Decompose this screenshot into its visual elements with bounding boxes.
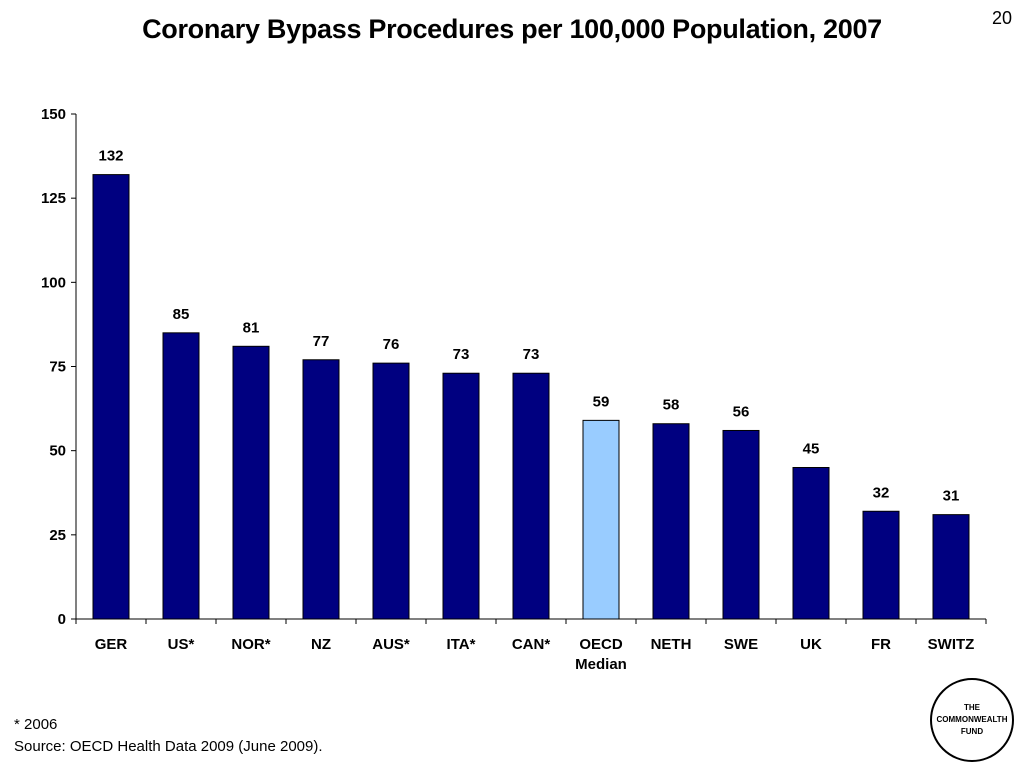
bar-chart: 0 25 50 75 100 125 150 132 GER 85 US* 81 NOR* 77 NZ 76 A… (41, 106, 987, 673)
data-label: 77 (313, 333, 330, 350)
data-label: 85 (173, 306, 190, 323)
bar (92, 174, 130, 620)
bar (932, 514, 970, 620)
category-label: ITA* (447, 636, 476, 653)
bar (372, 362, 410, 620)
category-label: US* (168, 636, 195, 653)
y-tick-label: 50 (49, 443, 66, 460)
y-tick-label: 100 (41, 274, 66, 291)
category-label: NZ (311, 636, 331, 653)
y-tick-label: 75 (49, 359, 66, 376)
bar (862, 510, 900, 620)
logo-line: THE (964, 703, 980, 712)
bar (792, 467, 830, 620)
bar (302, 359, 340, 620)
commonwealth-fund-logo: THE COMMONWEALTH FUND (930, 678, 1014, 762)
y-tick-label: 125 (41, 190, 66, 207)
bar (652, 423, 690, 620)
category-label: CAN* (512, 636, 550, 653)
data-label: 81 (243, 319, 260, 336)
data-label: 32 (873, 484, 890, 501)
data-label: 59 (593, 393, 610, 410)
data-label: 73 (523, 346, 540, 363)
bar (232, 345, 270, 620)
bar (162, 332, 200, 620)
category-label: OECD Median (575, 636, 627, 673)
logo-line: COMMONWEALTH (936, 715, 1008, 724)
data-label: 31 (943, 488, 960, 505)
bar (722, 429, 760, 620)
bar (442, 372, 480, 620)
category-label: AUS* (372, 636, 410, 653)
data-label: 56 (733, 403, 750, 420)
data-label: 45 (803, 441, 820, 458)
data-label: 132 (98, 148, 123, 165)
logo-line: FUND (960, 727, 984, 736)
y-tick-label: 0 (58, 611, 66, 628)
category-label: NOR* (231, 636, 270, 653)
bar (512, 372, 550, 620)
category-label: SWITZ (928, 636, 975, 653)
category-label: NETH (651, 636, 692, 653)
footnote-asterisk: * 2006 (14, 716, 58, 733)
category-label: FR (871, 636, 891, 653)
y-tick-label: 150 (41, 106, 66, 123)
bar (582, 419, 620, 620)
category-label: SWE (724, 636, 758, 653)
page-number: 20 (991, 8, 1012, 28)
chart-title: Coronary Bypass Procedures per 100,000 P… (142, 14, 882, 44)
category-label: GER (95, 636, 128, 653)
data-label: 73 (453, 346, 470, 363)
category-label: UK (800, 636, 822, 653)
source-note: Source: OECD Health Data 2009 (June 2009… (14, 738, 323, 755)
data-label: 76 (383, 336, 400, 353)
data-label: 58 (663, 397, 680, 414)
y-tick-label: 25 (49, 527, 66, 544)
